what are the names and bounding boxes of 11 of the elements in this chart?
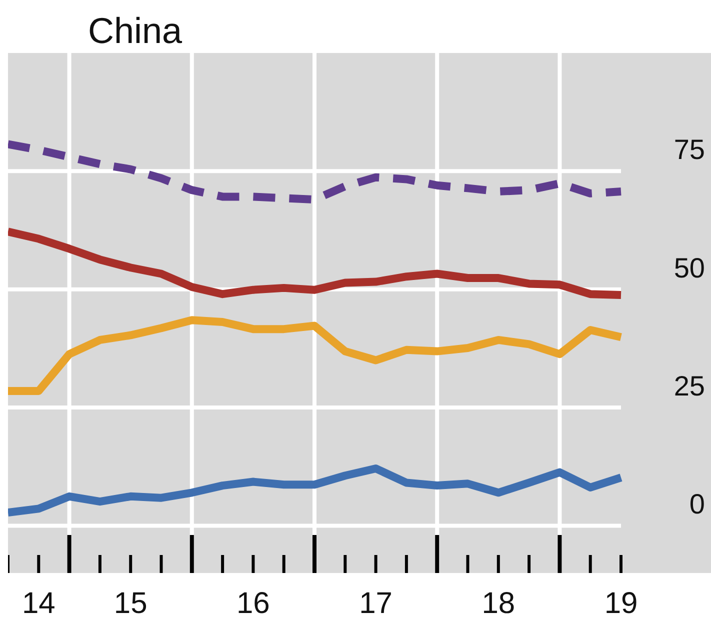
x-tick-label: 19 — [604, 587, 638, 620]
y-tick-label: 50 — [674, 252, 705, 284]
x-tick-label: 15 — [114, 587, 148, 620]
x-tick-label: 18 — [482, 587, 516, 620]
y-tick-label: 75 — [674, 134, 705, 166]
y-tick-label: 25 — [674, 370, 705, 402]
x-tick-label: 17 — [359, 587, 392, 620]
y-tick-label: 0 — [689, 488, 705, 520]
x-tick-label: 14 — [22, 587, 56, 620]
x-tick-label: 16 — [236, 587, 270, 620]
chart-title: China — [88, 10, 182, 52]
